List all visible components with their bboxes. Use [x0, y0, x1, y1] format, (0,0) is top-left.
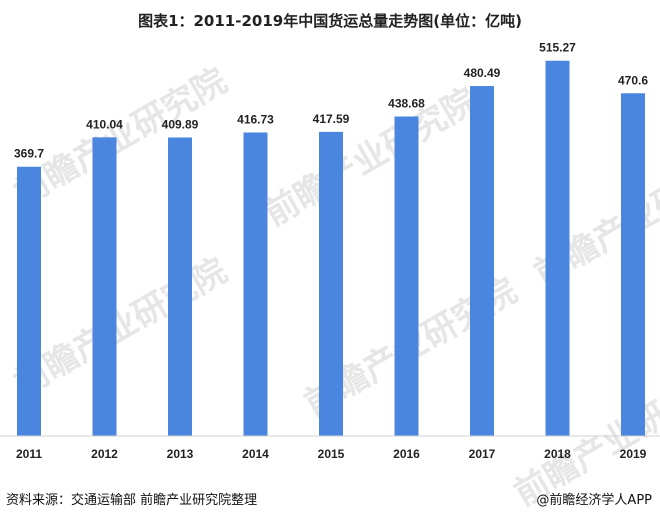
- bar-2014: [243, 132, 268, 436]
- x-tick-label-2019: 2019: [620, 447, 647, 461]
- bar-2015: [319, 131, 343, 436]
- value-label-2012: 410.04: [86, 117, 123, 131]
- value-label-2011: 369.7: [14, 147, 44, 161]
- bar-2017: [470, 86, 494, 436]
- value-labels-group: 369.7 410.04 409.89 416.73 417.59 438.68 480.4…: [14, 41, 648, 161]
- x-tick-label-2018: 2018: [544, 447, 571, 461]
- bar-2012: [92, 137, 117, 436]
- brand-label: @前瞻经济学人APP: [536, 493, 652, 508]
- x-tick-labels-group: 2011 2012 2013 2014 2015 2016 2017 2018 2019: [16, 447, 647, 461]
- value-label-2017: 480.49: [464, 66, 501, 80]
- x-tick-label-2011: 2011: [16, 447, 42, 461]
- x-tick-label-2014: 2014: [242, 447, 269, 461]
- x-tick-label-2016: 2016: [393, 447, 420, 461]
- value-label-2014: 416.73: [237, 112, 274, 126]
- value-label-2018: 515.27: [539, 41, 576, 55]
- x-tick-label-2012: 2012: [91, 447, 118, 461]
- source-note: 资料来源：交通运输部 前瞻产业研究院整理: [6, 493, 258, 508]
- value-label-2015: 417.59: [313, 112, 350, 126]
- chart-title: 图表1：2011-2019年中国货运总量走势图(单位：亿吨): [138, 12, 522, 30]
- bar-2013: [168, 137, 192, 437]
- value-label-2013: 409.89: [162, 117, 199, 131]
- x-tick-label-2017: 2017: [469, 447, 496, 461]
- bar-2011: [17, 166, 41, 436]
- x-tick-label-2015: 2015: [318, 447, 345, 461]
- value-label-2016: 438.68: [388, 97, 425, 111]
- bar-2018: [545, 60, 570, 437]
- value-label-2019: 470.6: [618, 73, 648, 87]
- x-tick-label-2013: 2013: [167, 447, 194, 461]
- bar-2019: [621, 93, 645, 436]
- bar-2016: [394, 116, 419, 436]
- bars-group: [17, 60, 645, 437]
